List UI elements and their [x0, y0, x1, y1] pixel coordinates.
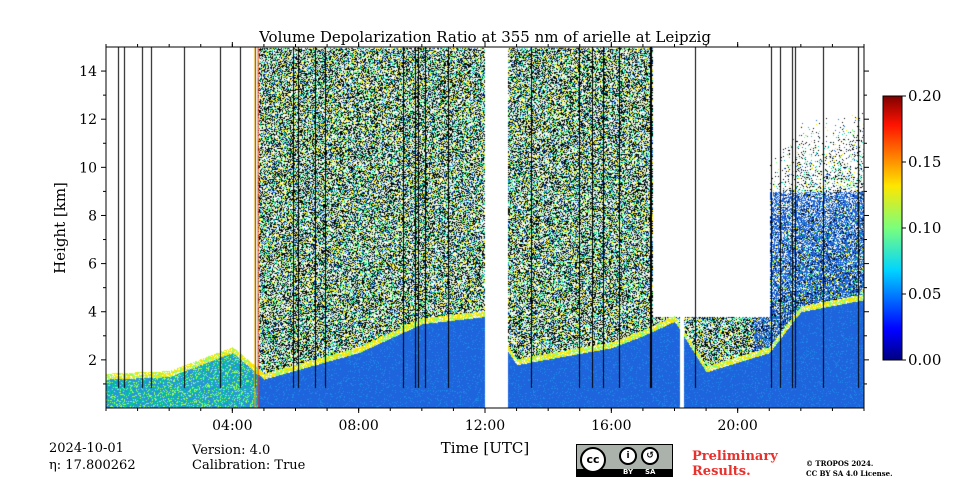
y-axis-ticks: 2 4 6 8 10 12 14	[79, 64, 869, 385]
y-tick-label: 8	[88, 208, 97, 224]
x-tick-label: 04:00	[212, 418, 252, 434]
preliminary-results-note: Preliminary Results.	[692, 449, 778, 479]
cc-sa-icon: ↺	[641, 447, 659, 465]
colorbar-tick-label: 0.10	[908, 219, 941, 237]
y-tick-label: 6	[88, 257, 97, 273]
colorbar-ticks: 0.00 0.05 0.10 0.15 0.20	[902, 87, 941, 369]
cc-by-label: BY	[623, 468, 634, 476]
heatmap-image	[106, 47, 864, 408]
x-tick-label: 16:00	[591, 418, 631, 434]
eta-label: η: 17.800262	[49, 458, 136, 473]
plot-area: 04:00 08:00 12:00 16:00 20:00 2 4 6 8 10 12 14	[79, 42, 869, 434]
x-tick-label: 12:00	[465, 418, 505, 434]
y-tick-label: 4	[88, 305, 97, 321]
cc-by-icon: i	[619, 447, 637, 465]
x-tick-label: 20:00	[717, 418, 757, 434]
colorbar-tick-label: 0.20	[908, 87, 941, 105]
copyright-line-2: CC BY SA 4.0 License.	[806, 469, 893, 478]
x-tick-label: 08:00	[338, 418, 378, 434]
copyright-note: © TROPOS 2024. CC BY SA 4.0 License.	[806, 459, 893, 479]
preliminary-line-1: Preliminary	[692, 449, 778, 464]
y-tick-label: 10	[79, 160, 97, 176]
preliminary-line-2: Results.	[692, 464, 751, 479]
colorbar-tick-label: 0.00	[908, 351, 941, 369]
cc-license-badge: cc i ↺ BY SA	[576, 444, 673, 477]
y-axis-label: Height [km]	[51, 182, 69, 274]
copyright-line-1: © TROPOS 2024.	[806, 459, 874, 468]
cc-icon: cc	[580, 447, 606, 473]
chart-title: Volume Depolarization Ratio at 355 nm of…	[258, 28, 711, 46]
date-label: 2024-10-01	[49, 441, 124, 456]
y-tick-label: 2	[88, 353, 97, 369]
y-tick-label: 12	[79, 112, 97, 128]
x-axis-label: Time [UTC]	[441, 439, 530, 457]
colorbar-tick-label: 0.15	[908, 153, 941, 171]
cc-sa-label: SA	[645, 468, 656, 476]
version-label: Version: 4.0	[192, 443, 271, 458]
colorbar-tick-label: 0.05	[908, 285, 941, 303]
x-axis-ticks: 04:00 08:00 12:00 16:00 20:00	[105, 42, 865, 434]
colorbar-gradient	[882, 95, 903, 361]
cc-badge-strip	[577, 469, 672, 476]
y-tick-label: 14	[79, 64, 97, 80]
colorbar: 0.00 0.05 0.10 0.15 0.20	[882, 87, 941, 369]
calibration-label: Calibration: True	[192, 458, 306, 473]
heatmap-layer	[106, 47, 864, 408]
